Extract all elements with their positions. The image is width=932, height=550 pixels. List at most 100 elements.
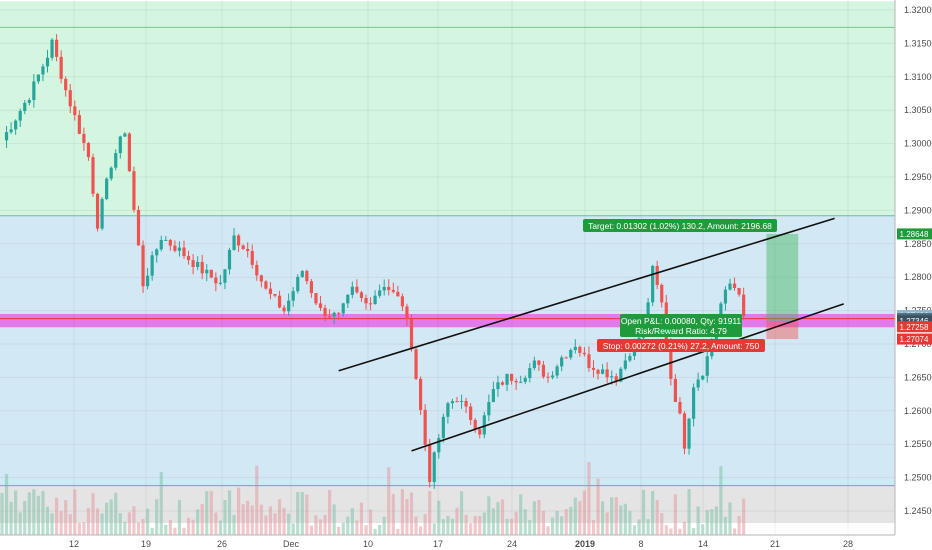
volume-bar — [4, 474, 9, 535]
candle-body — [732, 283, 737, 289]
stop-zone[interactable] — [766, 320, 799, 340]
volume-bar — [714, 506, 718, 535]
open-pnl-label[interactable]: Open P&L: 0.00080, Qty: 91911 Risk/Rewar… — [620, 314, 742, 337]
volume-bar — [682, 521, 687, 535]
candle-body — [132, 171, 136, 210]
volume-bar — [655, 500, 659, 535]
candle-body — [168, 239, 172, 246]
candle-body — [742, 294, 746, 316]
volume-bar — [428, 491, 432, 535]
candle-body — [464, 400, 468, 407]
volume-bar — [423, 514, 427, 535]
volume-bar — [532, 501, 536, 535]
zone-magenta-band — [0, 313, 895, 328]
open-pnl-text: Open P&L: 0.00080, Qty: 91911 — [621, 316, 742, 326]
candle-body — [77, 115, 81, 134]
candle-body — [241, 245, 245, 249]
target-zone[interactable] — [766, 233, 799, 321]
volume-bar — [355, 520, 359, 535]
volume-bar — [373, 528, 377, 535]
candle-body — [655, 265, 659, 285]
candle-body — [378, 290, 382, 296]
volume-bar — [82, 522, 86, 535]
candle-body — [396, 291, 400, 297]
volume-bar — [614, 497, 618, 535]
price-tag — [897, 228, 932, 240]
volume-bar — [323, 514, 327, 535]
candle-body — [109, 167, 113, 179]
candle-body — [205, 269, 209, 274]
stop-label[interactable]: Stop: 0.00272 (0.21%) 27.2, Amount: 750 — [597, 339, 765, 352]
volume-bar — [623, 503, 627, 535]
candle-body — [441, 416, 445, 438]
horizontal-lines-layer — [0, 26, 895, 487]
volume-layer — [0, 462, 746, 535]
candle-body — [660, 284, 664, 303]
volume-bar — [123, 521, 127, 535]
candle-body — [737, 288, 741, 295]
candle-body — [537, 360, 541, 365]
volume-bar — [209, 491, 213, 535]
candle-body — [45, 57, 50, 67]
y-tick-label: 1.31500 — [904, 38, 932, 48]
volume-bar — [400, 489, 404, 535]
volume-bar — [455, 507, 459, 535]
volume-bar — [259, 504, 263, 535]
trend-line-2[interactable] — [411, 303, 845, 452]
candle-body — [159, 239, 163, 250]
y-tick-label: 1.30500 — [904, 105, 932, 115]
candle-body — [136, 209, 141, 246]
candle-body — [673, 378, 677, 402]
target-label[interactable]: Target: 0.01302 (1.02%) 130.2, Amount: 2… — [583, 219, 777, 232]
x-tick-label: Dec — [283, 539, 300, 549]
candle-body — [614, 376, 618, 382]
volume-bar — [482, 512, 486, 535]
candle-body — [500, 382, 505, 385]
volume-bar — [687, 489, 691, 535]
price-scale-panel[interactable] — [895, 0, 932, 550]
candle-body — [268, 288, 273, 295]
zone-green-zone — [0, 1, 895, 216]
candle-body — [246, 248, 250, 252]
candle-body — [18, 111, 22, 121]
candle-body — [546, 376, 550, 378]
candle-body — [291, 291, 295, 301]
candle-body — [505, 373, 509, 385]
volume-bar — [32, 489, 36, 535]
candle-body — [141, 245, 145, 287]
candle-body — [696, 379, 700, 388]
candle-body — [723, 289, 728, 304]
volume-bar — [710, 509, 714, 535]
volume-bar — [196, 509, 200, 535]
candle-body — [237, 235, 241, 246]
volume-bar — [55, 497, 59, 535]
candle-body — [209, 269, 213, 278]
price-tag-text: 1.27258 — [900, 323, 929, 332]
volume-bar — [246, 500, 250, 535]
volume-bar — [591, 519, 596, 535]
time-scale-panel[interactable] — [0, 535, 895, 550]
volume-bar — [255, 465, 259, 535]
candle-body — [273, 294, 277, 296]
volume-bar — [450, 518, 455, 535]
candle-body — [227, 249, 232, 270]
candle-body — [64, 78, 68, 91]
volume-bar — [637, 519, 641, 535]
candle-body — [405, 306, 409, 320]
volume-bar — [105, 502, 109, 535]
volume-bar — [36, 495, 40, 535]
trend-line-1[interactable] — [338, 217, 835, 372]
candle-body — [560, 357, 564, 367]
volume-bar — [651, 491, 655, 535]
candle-body — [146, 275, 150, 287]
candle-body — [214, 277, 218, 284]
candle-body — [419, 378, 423, 410]
candle-body — [173, 245, 177, 251]
volume-bar — [177, 499, 182, 535]
trend-lines-layer[interactable] — [338, 217, 845, 452]
volume-bar — [573, 497, 577, 535]
volume-bar — [487, 496, 491, 535]
x-tick-label: 26 — [217, 539, 227, 549]
grid-layer — [0, 0, 895, 535]
